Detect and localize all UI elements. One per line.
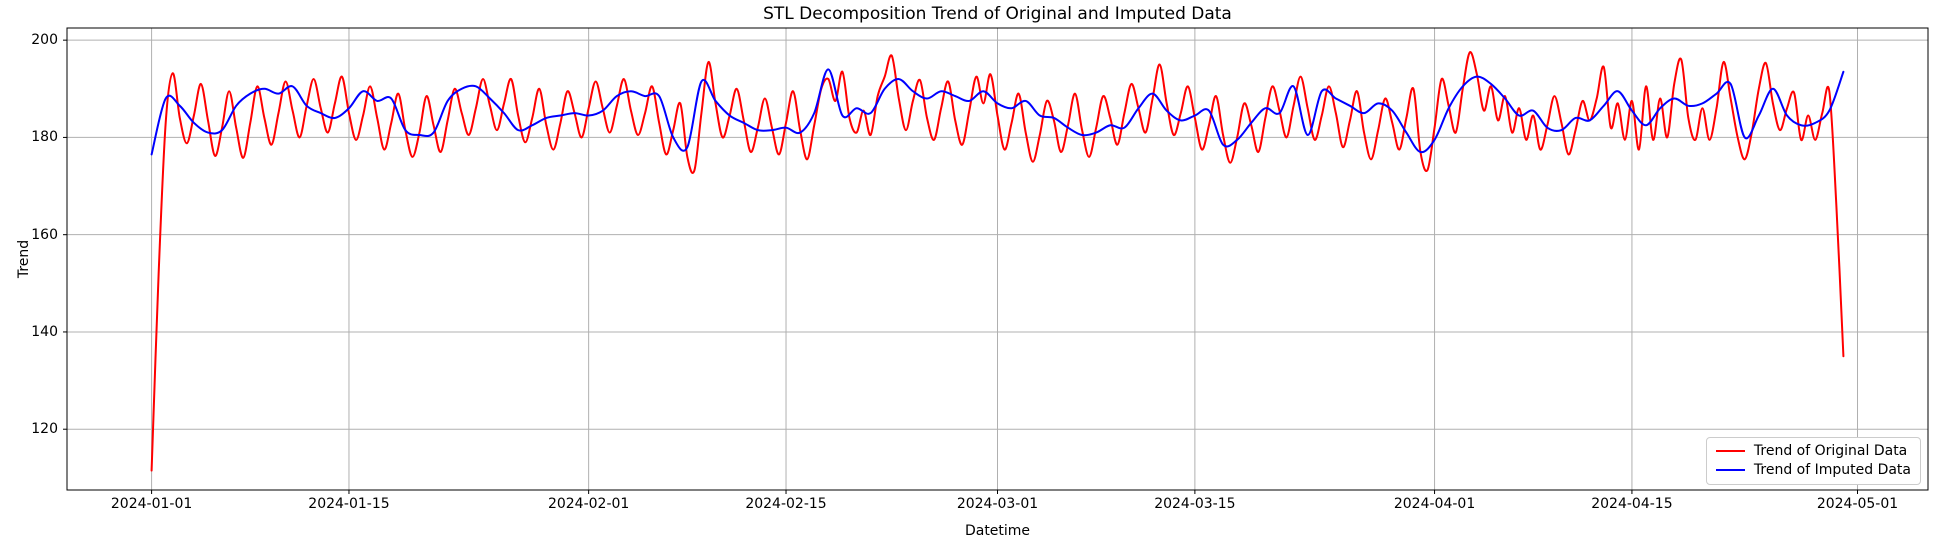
x-tick-label-2024-02-15: 2024-02-15 [745,496,827,512]
x-tick-label-2024-04-01: 2024-04-01 [1393,496,1476,512]
legend-imputed-line-swatch-icon [1715,469,1745,471]
x-tick-label-2024-01-01: 2024-01-01 [110,496,193,512]
x-tick-label-2024-03-15: 2024-03-15 [1154,496,1236,512]
legend-original-line-swatch-icon [1715,450,1745,452]
x-tick-label-2024-01-15: 2024-01-15 [308,496,390,512]
y-tick-label-160: 160 [31,226,58,243]
legend-original-label: Trend of Original Data [1753,443,1908,459]
y-tick-label-200: 200 [31,32,58,49]
x-tick-label-2024-04-15: 2024-04-15 [1591,496,1673,512]
legend-entry-imputed-data: Trend of Imputed Data [1715,462,1911,478]
y-tick-label-140: 140 [31,323,58,340]
series-line-original [150,51,1845,472]
legend-entry-original-data: Trend of Original Data [1715,443,1911,459]
legend-imputed-label: Trend of Imputed Data [1753,462,1911,478]
x-axis-label: Datetime [964,523,1031,539]
y-tick-label-180: 180 [31,129,58,146]
series-line-imputed [150,68,1845,156]
legend: Trend of Original Data Trend of Imputed … [1705,437,1921,485]
x-tick-label-2024-02-01: 2024-02-01 [547,496,630,512]
x-tick-label-2024-05-01: 2024-05-01 [1816,496,1899,512]
x-tick-label-2024-03-01: 2024-03-01 [956,496,1039,512]
y-tick-label-120: 120 [31,421,58,438]
chart-title: STL Decomposition Trend of Original and … [763,4,1232,24]
